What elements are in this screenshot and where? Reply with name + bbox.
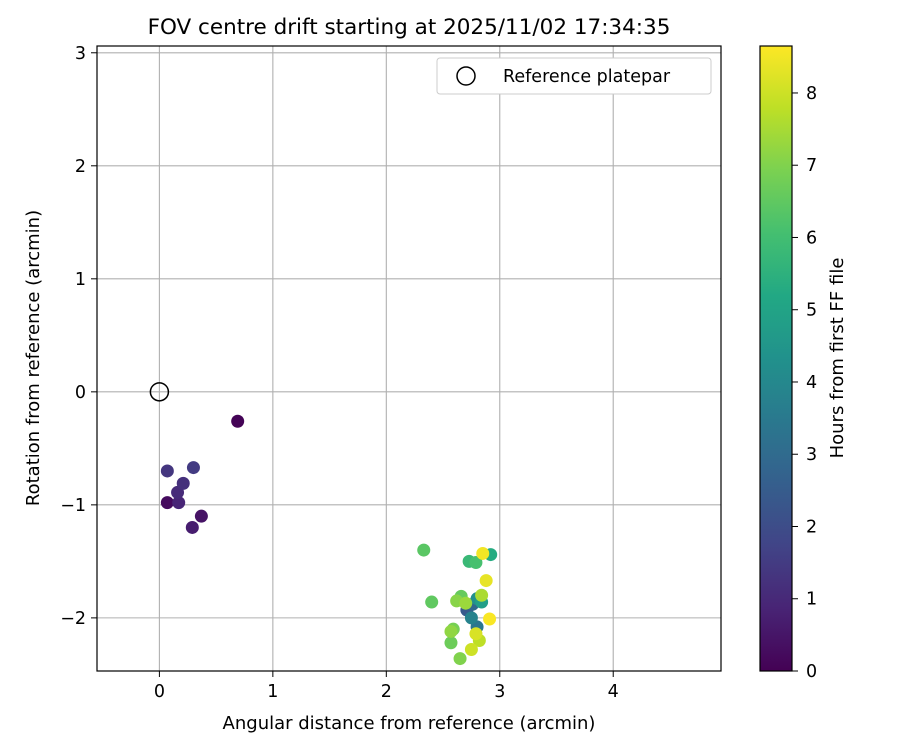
scatter-point <box>186 461 200 475</box>
scatter-point <box>464 643 478 657</box>
colorbar-tick-label: 0 <box>806 662 817 682</box>
x-tick-label: 1 <box>267 682 278 702</box>
colorbar-tick-label: 7 <box>806 156 817 176</box>
legend: Reference platepar <box>436 57 712 95</box>
y-tick-label: 1 <box>75 270 86 290</box>
scatter-point <box>425 595 439 609</box>
axis-ticks: 0 1 2 3 4 −2 −1 0 1 2 3 <box>60 44 619 702</box>
colorbar-label: Hours from first FF file <box>827 258 848 459</box>
colorbar-tick-label: 3 <box>806 445 817 465</box>
scatter-point <box>475 588 489 602</box>
scatter-point <box>476 546 490 560</box>
scatter-point <box>194 509 208 523</box>
y-tick-label: 0 <box>75 383 86 403</box>
plot-frame <box>96 45 722 672</box>
scatter-point <box>444 636 458 650</box>
scatter-point <box>231 414 245 428</box>
scatter-point <box>469 556 483 570</box>
colorbar-tick-label: 1 <box>806 590 817 610</box>
y-tick-label: −1 <box>60 496 86 516</box>
colorbar-tick-label: 6 <box>806 228 817 248</box>
scatter-point <box>469 627 483 641</box>
colorbar <box>759 45 793 672</box>
scatter-point <box>176 476 190 490</box>
x-tick-label: 0 <box>154 682 165 702</box>
colorbar-tick-label: 4 <box>806 373 817 393</box>
legend-marker <box>456 66 476 86</box>
colorbar-tick-label: 2 <box>806 517 817 537</box>
colorbar-tick-label: 5 <box>806 301 817 321</box>
scatter-point <box>444 624 458 638</box>
x-axis-label: Angular distance from reference (arcmin) <box>223 713 596 734</box>
grid-lines <box>97 46 721 671</box>
legend-box <box>436 57 712 95</box>
x-tick-label: 4 <box>608 682 619 702</box>
chart-title: FOV centre drift starting at 2025/11/02 … <box>148 15 671 40</box>
scatter-point <box>172 496 186 510</box>
scatter-points <box>160 414 498 666</box>
y-tick-label: 2 <box>75 157 86 177</box>
scatter-point <box>417 543 431 557</box>
scatter-point <box>479 574 493 588</box>
legend-label: Reference platepar <box>503 67 671 87</box>
colorbar-tick-label: 8 <box>806 84 817 104</box>
scatter-point <box>459 596 473 610</box>
y-tick-label: −2 <box>60 609 86 629</box>
scatter-point <box>185 520 199 534</box>
y-tick-label: 3 <box>75 44 86 64</box>
colorbar-ticks: 0 1 2 3 4 5 6 7 8 <box>792 84 817 682</box>
scatter-point <box>453 652 467 666</box>
scatter-point <box>483 612 497 626</box>
scatter-point <box>160 464 174 478</box>
scatter-point <box>464 611 478 625</box>
reference-platepar-marker <box>149 382 170 402</box>
scatter-point <box>160 496 174 510</box>
x-tick-label: 2 <box>381 682 392 702</box>
y-axis-label: Rotation from reference (arcmin) <box>23 210 44 506</box>
x-tick-label: 3 <box>494 682 505 702</box>
